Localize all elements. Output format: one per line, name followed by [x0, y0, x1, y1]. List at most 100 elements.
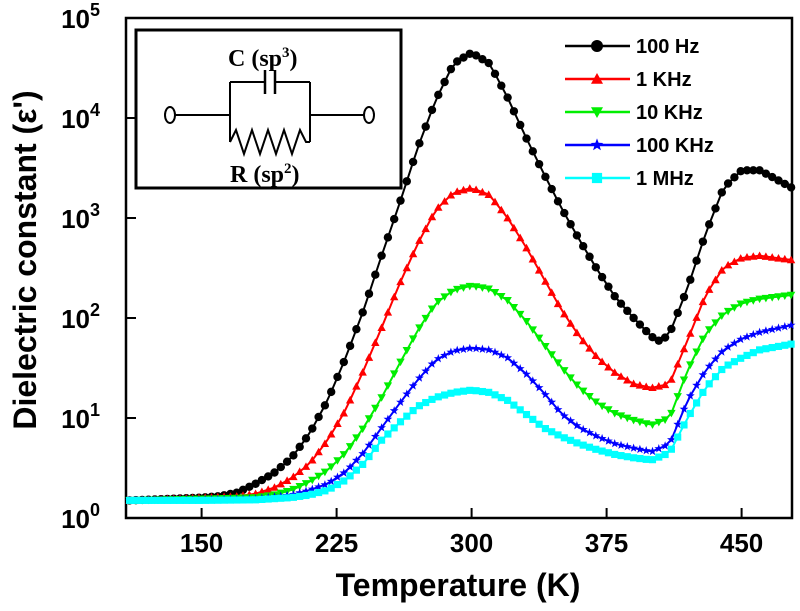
data-point: [705, 285, 714, 293]
data-point: [440, 350, 449, 360]
data-point: [547, 351, 556, 359]
data-point: [289, 485, 298, 494]
data-point: [585, 393, 594, 401]
data-point: [497, 293, 506, 301]
data-point: [396, 358, 405, 367]
data-point: [434, 298, 443, 306]
series-100-khz: [125, 320, 796, 505]
data-point: [698, 370, 708, 379]
data-point: [339, 451, 348, 459]
y-tick-label: 100: [61, 500, 100, 534]
data-point: [654, 382, 663, 390]
data-point: [597, 433, 607, 443]
data-point: [433, 354, 443, 363]
data-point: [182, 496, 190, 504]
data-point: [459, 284, 468, 292]
data-point: [295, 483, 304, 491]
data-point: [459, 387, 468, 395]
data-point: [660, 416, 670, 424]
data-point: [415, 324, 424, 332]
data-point: [308, 424, 317, 433]
legend-marker: [591, 40, 603, 52]
data-point: [579, 441, 587, 449]
data-point: [333, 372, 342, 382]
data-point: [257, 487, 267, 496]
data-point: [648, 421, 657, 429]
data-point: [516, 233, 525, 242]
data-point: [472, 387, 480, 395]
data-point: [390, 292, 399, 301]
data-point: [705, 326, 714, 334]
data-point: [157, 496, 165, 504]
data-point: [352, 434, 361, 442]
terminal-right: [363, 106, 375, 124]
data-point: [534, 266, 544, 274]
data-point: [648, 456, 657, 464]
data-point: [692, 348, 701, 357]
data-point: [667, 375, 676, 383]
data-point: [490, 289, 500, 297]
data-point: [673, 393, 682, 401]
inset-frame: [134, 28, 403, 190]
ticks-layer: 150 225 300 375 450 100 101 102 103 104 105: [61, 0, 763, 558]
data-point: [364, 440, 374, 449]
data-point: [749, 297, 758, 305]
y-tick-label: 105: [61, 0, 100, 34]
data-point: [737, 354, 745, 362]
legend: 100 Hz 1 KHz 10 KHz 100 KHz 1 MHz: [565, 36, 714, 190]
data-point: [370, 431, 380, 441]
data-point: [768, 344, 776, 352]
data-point: [485, 388, 493, 396]
data-point: [610, 409, 619, 418]
data-point: [170, 496, 178, 504]
data-point: [264, 485, 273, 493]
data-point: [560, 309, 569, 318]
data-point: [427, 212, 437, 221]
data-point: [408, 157, 418, 167]
data-point: [478, 187, 487, 196]
data-point: [446, 190, 456, 199]
data-point: [238, 485, 248, 495]
series-layer: [125, 49, 796, 505]
x-tick-label: 300: [450, 528, 493, 558]
data-point: [378, 436, 386, 444]
data-point: [289, 472, 298, 481]
data-point: [301, 486, 311, 495]
data-point: [660, 333, 670, 342]
data-point: [786, 291, 796, 300]
y-tick-label: 103: [61, 200, 100, 234]
data-point: [176, 496, 184, 504]
data-point: [541, 425, 549, 433]
data-point: [724, 361, 732, 369]
data-point: [207, 496, 216, 504]
y-tick-label: 104: [61, 100, 100, 134]
data-point: [528, 376, 538, 385]
data-point: [553, 405, 563, 414]
data-point: [345, 462, 355, 471]
data-point: [592, 445, 600, 453]
data-point: [786, 255, 796, 264]
data-point: [383, 308, 393, 316]
data-point: [667, 435, 676, 444]
data-point: [642, 326, 651, 336]
data-point: [503, 93, 512, 102]
data-point: [282, 476, 292, 484]
data-point: [579, 242, 588, 251]
data-point: [421, 224, 430, 233]
data-point: [522, 243, 531, 252]
data-point: [654, 418, 663, 427]
data-point: [730, 173, 739, 182]
data-point: [654, 444, 664, 453]
data-point: [484, 345, 494, 354]
data-point: [402, 263, 411, 272]
data-point: [428, 395, 436, 403]
data-point: [774, 293, 783, 301]
data-point: [245, 482, 254, 492]
data-point: [541, 277, 550, 285]
data-point: [440, 197, 449, 205]
data-point: [698, 237, 708, 246]
data-point: [566, 319, 575, 327]
data-point: [446, 288, 456, 297]
data-point: [748, 329, 758, 339]
data-point: [308, 455, 317, 464]
